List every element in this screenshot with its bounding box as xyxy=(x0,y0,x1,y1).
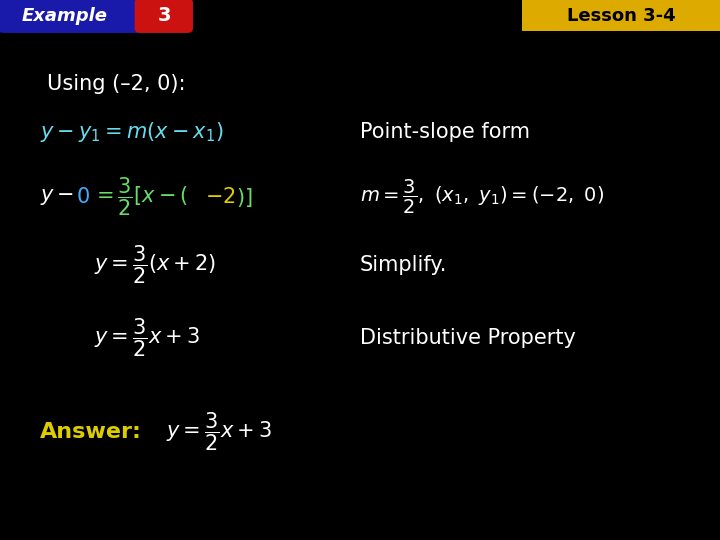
Text: Lesson 3-4: Lesson 3-4 xyxy=(567,6,675,25)
Text: Example: Example xyxy=(22,6,108,25)
Text: $y=\dfrac{3}{2}x+3$: $y=\dfrac{3}{2}x+3$ xyxy=(94,316,199,359)
Text: $y-y_1=m(x-x_1)$: $y-y_1=m(x-x_1)$ xyxy=(40,120,223,144)
Text: Point-slope form: Point-slope form xyxy=(360,122,530,143)
Text: $0$: $0$ xyxy=(76,187,89,207)
Text: $y-$: $y-$ xyxy=(40,187,73,207)
Text: $=\dfrac{3}{2}\left[x-(\right.$: $=\dfrac{3}{2}\left[x-(\right.$ xyxy=(92,176,188,218)
Text: Simplify.: Simplify. xyxy=(360,254,447,275)
FancyBboxPatch shape xyxy=(135,0,193,33)
Text: $-2$: $-2$ xyxy=(205,187,236,207)
Text: $y=\dfrac{3}{2}(x+2)$: $y=\dfrac{3}{2}(x+2)$ xyxy=(94,244,216,286)
Text: 3: 3 xyxy=(158,6,171,25)
Text: $m=\dfrac{3}{2},\ (x_1,\ y_1)=(-2,\ 0)$: $m=\dfrac{3}{2},\ (x_1,\ y_1)=(-2,\ 0)$ xyxy=(360,178,604,216)
Text: Using (–2, 0):: Using (–2, 0): xyxy=(47,73,185,94)
Text: $\left.\right)]$: $\left.\right)]$ xyxy=(236,186,253,208)
Text: Answer:: Answer: xyxy=(40,422,141,442)
FancyBboxPatch shape xyxy=(522,0,720,31)
Text: $y=\dfrac{3}{2}x+3$: $y=\dfrac{3}{2}x+3$ xyxy=(166,411,271,453)
FancyBboxPatch shape xyxy=(0,0,171,33)
Text: Distributive Property: Distributive Property xyxy=(360,327,576,348)
